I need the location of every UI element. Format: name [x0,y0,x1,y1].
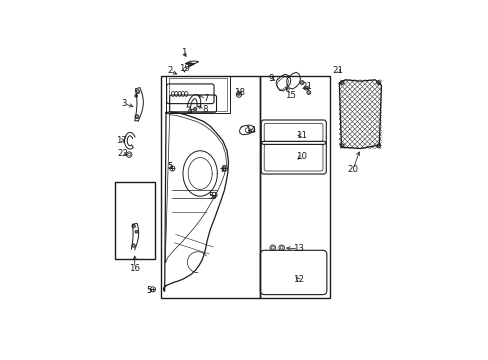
Text: 5: 5 [167,162,173,171]
Text: 12: 12 [292,275,303,284]
Text: 1: 1 [181,48,186,57]
Text: 16: 16 [129,264,140,273]
Text: 6: 6 [220,165,225,174]
Bar [168,78,226,111]
Text: 2: 2 [167,66,173,75]
Text: 5: 5 [208,192,214,201]
Text: 13: 13 [292,244,303,253]
Text: 20: 20 [347,165,358,174]
Text: 21: 21 [332,66,343,75]
Text: 8: 8 [202,105,207,114]
Text: 14: 14 [244,126,255,135]
Bar [160,76,260,298]
Text: 4: 4 [186,107,191,116]
Bar [115,182,155,260]
Text: 3: 3 [121,99,126,108]
Text: 9: 9 [268,74,274,83]
Text: 11: 11 [296,131,307,140]
Text: 21: 21 [301,82,311,91]
Text: 18: 18 [234,88,244,97]
Text: 15: 15 [285,91,296,100]
Text: 22: 22 [117,149,128,158]
Text: 7: 7 [203,94,208,103]
Bar [166,76,229,113]
Text: 17: 17 [116,136,127,145]
Text: 10: 10 [295,152,306,161]
Text: 19: 19 [179,64,190,73]
Text: 5: 5 [146,286,152,295]
Bar [260,76,329,298]
